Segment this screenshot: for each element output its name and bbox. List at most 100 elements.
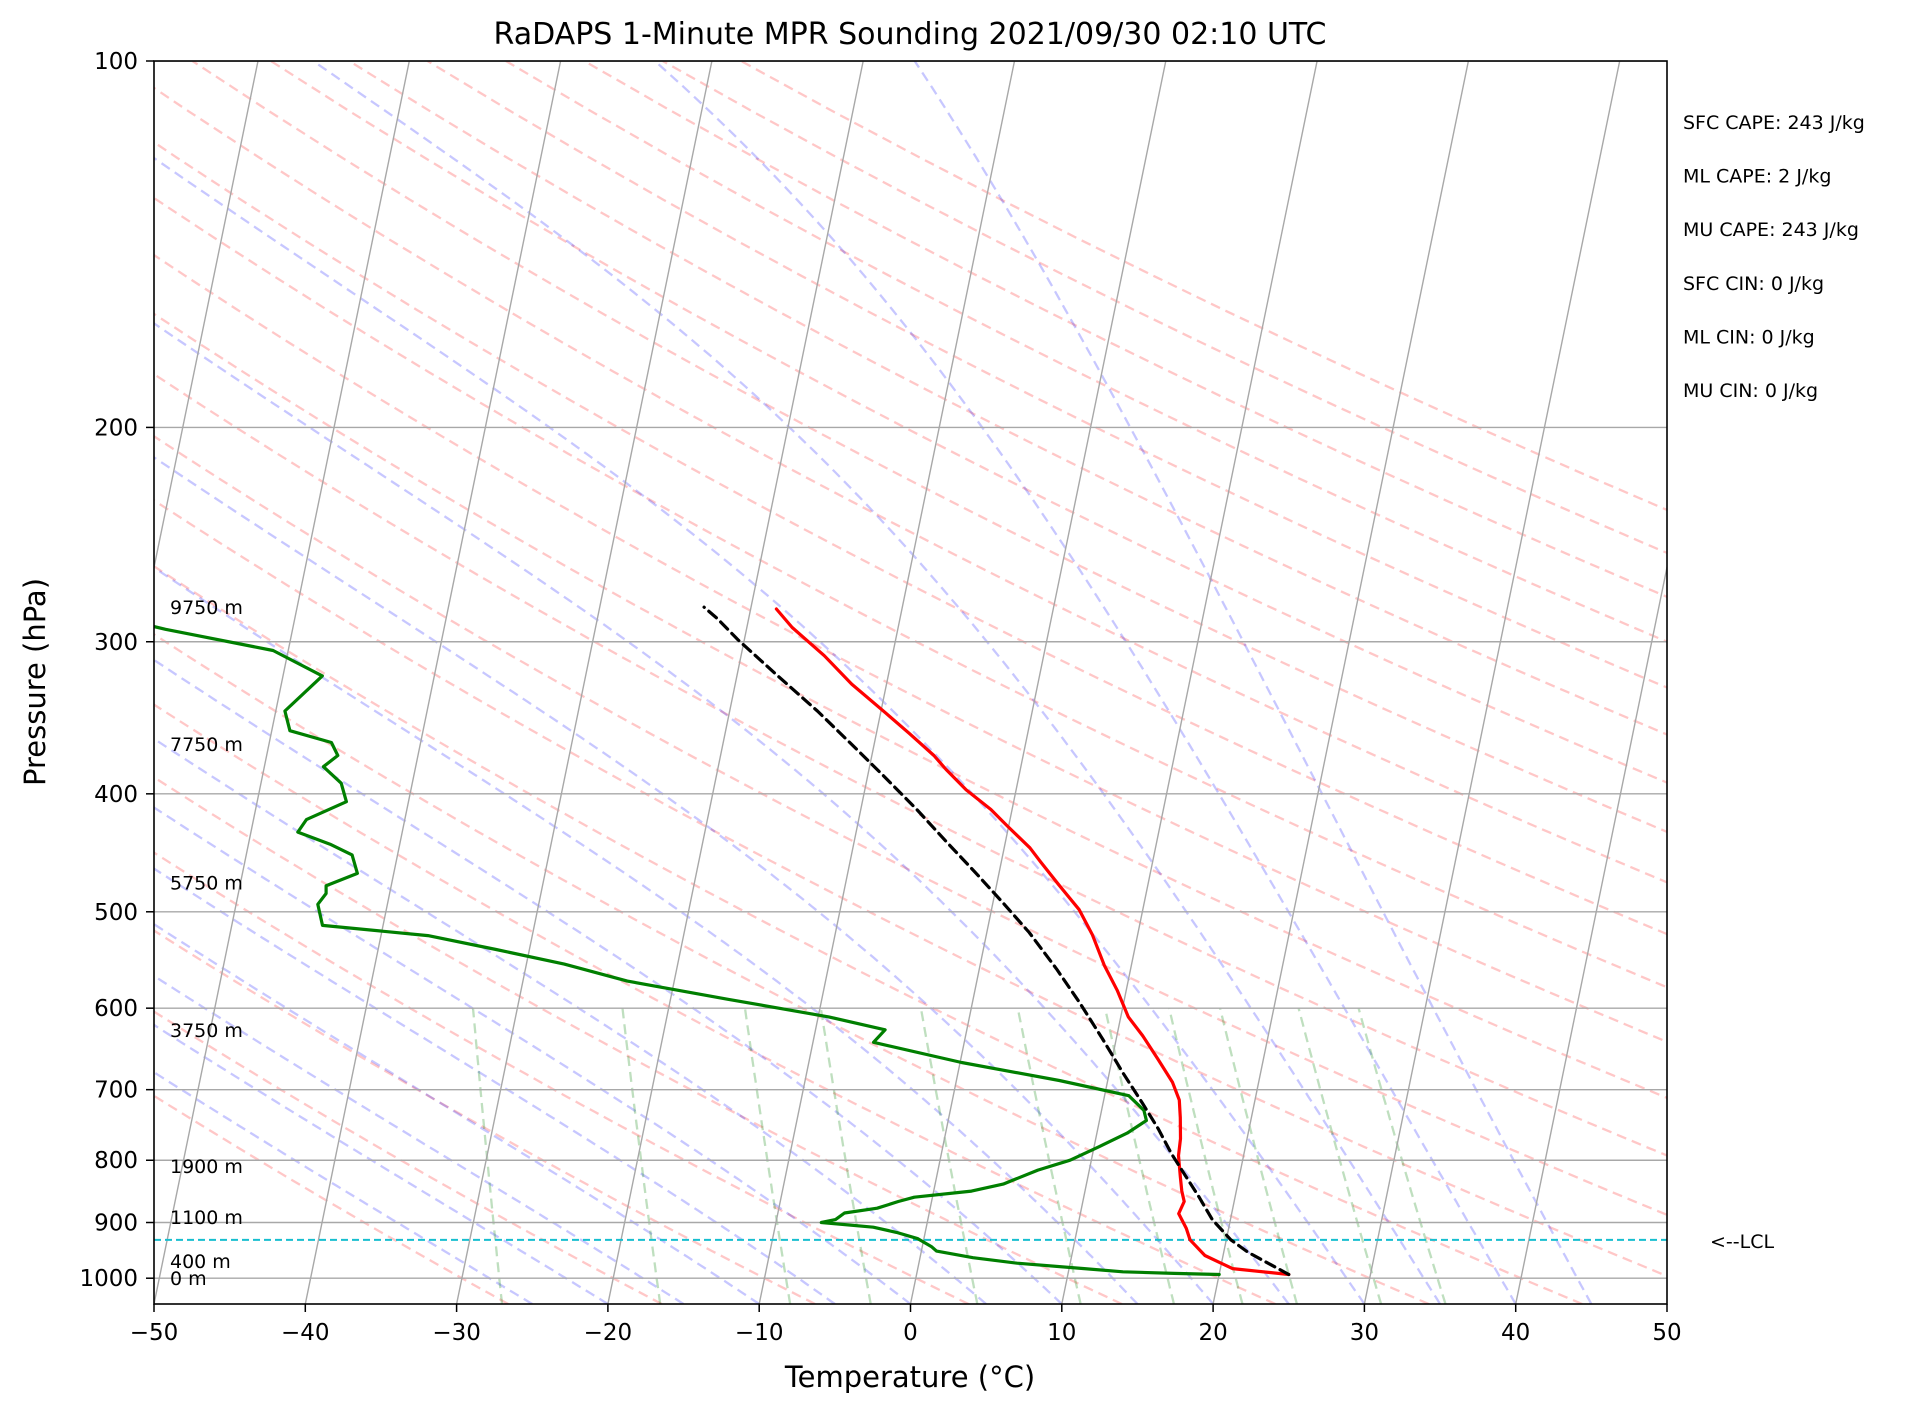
moist-adiabat [154, 322, 1290, 1304]
height-label: 0 m [170, 1268, 207, 1290]
x-tick-label: 10 [1047, 1320, 1076, 1346]
y-axis-ticks: 100 200 300 400 500 600 700 800 900 1000 [79, 49, 154, 1292]
x-tick-label: −40 [281, 1320, 330, 1346]
moist-adiabat [654, 61, 1517, 1304]
dry-adiabat [154, 253, 1667, 1044]
moist-adiabat [154, 1070, 533, 1304]
stat-line: MU CIN: 0 J/kg [1683, 380, 1818, 402]
dry-adiabat [154, 632, 1430, 1304]
mixing-ratio-line [1016, 1007, 1082, 1304]
mixing-ratio-line [1168, 1007, 1244, 1304]
moist-adiabat [312, 61, 1441, 1304]
dry-adiabat [154, 86, 1667, 884]
isotherm [1212, 61, 1470, 1304]
isotherm [909, 61, 1167, 1304]
mixing-ratio-lines [471, 1007, 1447, 1304]
dry-adiabat [154, 140, 1667, 936]
dry-adiabats [154, 61, 1667, 1304]
moist-adiabats [154, 61, 1593, 1304]
moist-adiabat [154, 867, 836, 1304]
height-label: 1900 m [170, 1156, 243, 1178]
isotherm [154, 61, 259, 571]
dry-adiabat [154, 775, 1123, 1304]
y-tick-label: 800 [94, 1148, 138, 1174]
moist-adiabat [913, 61, 1593, 1304]
dry-adiabat [154, 434, 1667, 1217]
mixing-ratio-line [1357, 1007, 1447, 1304]
x-axis-label: Temperature (°C) [784, 1360, 1035, 1394]
mixing-ratio-line [1297, 1007, 1383, 1304]
x-tick-label: 20 [1198, 1320, 1227, 1346]
mixing-ratio-line [1103, 1007, 1176, 1304]
parcel-path-line [702, 605, 1291, 1277]
isobars [154, 61, 1667, 1279]
height-label: 5750 m [170, 872, 243, 894]
y-tick-label: 300 [94, 630, 138, 656]
y-axis-label: Pressure (hPa) [18, 578, 52, 786]
stat-line: ML CIN: 0 J/kg [1683, 326, 1815, 348]
moist-adiabat [154, 922, 760, 1304]
x-tick-label: −50 [130, 1320, 179, 1346]
x-tick-label: −30 [432, 1320, 481, 1346]
isotherm [304, 61, 562, 1304]
dewpoint-line [154, 624, 1221, 1277]
moist-adiabat [154, 806, 912, 1304]
moist-adiabat [154, 974, 685, 1304]
mixing-ratio-line [621, 1008, 662, 1304]
x-tick-label: 50 [1652, 1320, 1681, 1346]
y-tick-label: 900 [94, 1211, 138, 1237]
y-tick-label: 700 [94, 1078, 138, 1104]
stat-line: SFC CIN: 0 J/kg [1683, 273, 1824, 295]
height-label: 3750 m [170, 1020, 243, 1042]
isotherms [154, 61, 1667, 1304]
moist-adiabat [154, 737, 987, 1304]
height-label: 9750 m [170, 597, 243, 619]
isotherm [607, 61, 864, 1304]
moist-adiabat [154, 156, 1366, 1304]
isotherm [154, 61, 410, 1304]
dry-adiabat [154, 499, 1667, 1278]
mixing-ratio-line [743, 1008, 792, 1304]
chart-title: RaDAPS 1-Minute MPR Sounding 2021/09/30 … [494, 17, 1327, 52]
moist-adiabat [154, 1023, 609, 1304]
y-tick-label: 600 [94, 996, 138, 1022]
isotherm [455, 61, 713, 1304]
sounding-series [154, 605, 1291, 1277]
x-tick-label: 30 [1350, 1320, 1379, 1346]
isotherm [1515, 563, 1667, 1304]
x-tick-label: 40 [1501, 1320, 1530, 1346]
mixing-ratio-line [919, 1007, 979, 1304]
x-axis-ticks: −50 −40 −30 −20 −10 0 10 20 30 40 50 [130, 1304, 1682, 1346]
height-labels: 9750 m 7750 m 5750 m 3750 m 1900 m 1100 m 400 … [170, 597, 243, 1290]
lcl-label: <--LCL [1710, 1231, 1774, 1253]
stat-line: SFC CAPE: 243 J/kg [1683, 112, 1865, 134]
dry-adiabat [154, 196, 1667, 989]
moist-adiabat [154, 566, 1139, 1304]
stat-line: MU CAPE: 243 J/kg [1683, 219, 1859, 241]
x-tick-label: −10 [735, 1320, 784, 1346]
parcel-stats: SFC CAPE: 243 J/kg ML CAPE: 2 J/kg MU CAPE… [1683, 112, 1865, 402]
y-tick-label: 500 [94, 900, 138, 926]
isotherm [758, 61, 1016, 1304]
mixing-ratio-line [819, 1008, 872, 1304]
isotherm [1363, 61, 1621, 1304]
mixing-ratio-line [471, 1008, 504, 1304]
x-tick-label: 0 [903, 1320, 918, 1346]
dry-adiabat [154, 312, 1667, 1100]
moist-adiabat [154, 455, 1214, 1304]
dry-adiabat [154, 1010, 663, 1304]
temperature-line [774, 607, 1291, 1277]
y-tick-label: 400 [94, 782, 138, 808]
isotherm [1061, 61, 1318, 1304]
mixing-ratio-line [1218, 1007, 1299, 1304]
y-tick-label: 200 [94, 415, 138, 441]
height-label: 1100 m [170, 1207, 243, 1229]
height-label: 7750 m [170, 734, 243, 756]
y-tick-label: 1000 [79, 1266, 138, 1292]
dry-adiabat [154, 851, 970, 1304]
x-tick-label: −20 [584, 1320, 633, 1346]
y-tick-label: 100 [94, 49, 138, 75]
stat-line: ML CAPE: 2 J/kg [1683, 166, 1831, 188]
height-label: 400 m [170, 1251, 231, 1273]
